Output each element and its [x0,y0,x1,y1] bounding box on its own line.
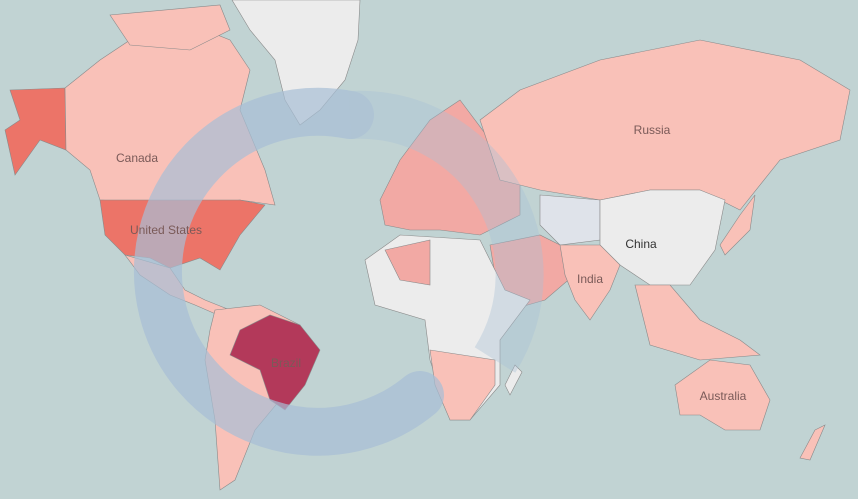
canada-islands[interactable] [109,4,231,51]
country-madagascar[interactable] [504,364,523,396]
label-brazil: Brazil [270,356,302,370]
southeast-asia[interactable] [634,284,761,361]
country-new-zealand[interactable] [799,424,826,461]
central-asia[interactable] [539,194,601,246]
label-india: India [576,272,604,286]
label-russia: Russia [633,123,671,137]
country-japan[interactable] [719,194,756,256]
loading-spinner [133,87,544,456]
north-africa[interactable] [384,239,431,286]
country-india[interactable] [559,244,621,321]
label-china: China [625,237,657,251]
label-australia: Australia [699,389,747,403]
country-russia[interactable] [479,39,851,211]
country-australia[interactable] [674,359,771,431]
label-united-states: United States [129,223,203,237]
country-brazil[interactable] [229,314,321,411]
label-canada: Canada [115,151,159,165]
